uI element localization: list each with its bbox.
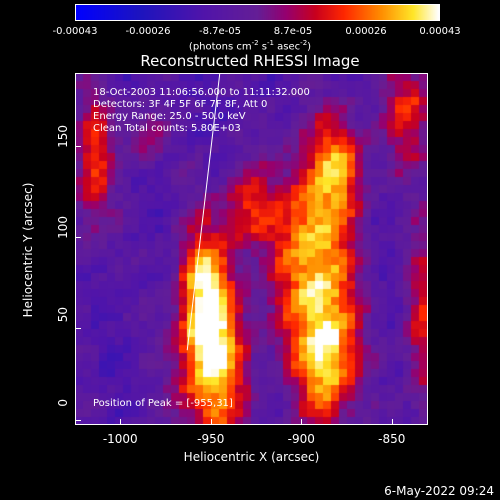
colorbar-tick: -0.00043 [52, 26, 98, 37]
colorbar [75, 4, 440, 21]
x-tick-label: -1000 [102, 432, 138, 446]
limb-line [186, 73, 221, 351]
time-range-label: 18-Oct-2003 11:06:56.000 to 11:11:32.000 [93, 87, 310, 98]
peak-position-label: Position of Peak = [-955,31] [93, 398, 233, 409]
chart-title: Reconstructed RHESSI Image [140, 52, 360, 70]
x-axis-label: Heliocentric X (arcsec) [183, 450, 320, 464]
y-tick-mark [75, 237, 81, 239]
colorbar-tick: 8.7e-05 [273, 26, 313, 37]
y-tick-label: 100 [56, 216, 70, 240]
footer-date: 6-May-2022 09:24 [384, 484, 494, 498]
x-tick-mark [120, 419, 122, 425]
colorbar-tick: -8.7e-05 [199, 26, 241, 37]
detectors-label: Detectors: 3F 4F 5F 6F 7F 8F, Att 0 [93, 99, 268, 110]
colorbar-tick: 0.00043 [419, 26, 461, 37]
colorbar-unit: (photons cm-2 s-1 asec-2) [188, 39, 312, 53]
heatmap-image [75, 73, 428, 425]
limb-line-overlay [186, 73, 221, 351]
y-tick-label: 0 [56, 398, 70, 407]
x-tick-mark [301, 419, 303, 425]
clean-counts-label: Clean Total counts: 5.80E+03 [93, 123, 241, 134]
y-tick-label: 50 [56, 307, 70, 323]
colorbar-tick: 0.00026 [345, 26, 387, 37]
x-tick-label: -950 [197, 432, 225, 446]
x-tick-mark [391, 419, 393, 425]
y-tick-mark [75, 145, 81, 147]
y-axis-label: Heliocentric Y (arcsec) [21, 182, 35, 318]
y-tick-mark [75, 419, 81, 421]
energy-range-label: Energy Range: 25.0 - 50.0 keV [93, 111, 246, 122]
y-tick-label: 150 [56, 124, 70, 148]
colorbar-tick: -0.00026 [125, 26, 171, 37]
x-tick-label: -850 [378, 432, 406, 446]
x-tick-label: -900 [287, 432, 315, 446]
y-tick-mark [75, 328, 81, 330]
x-tick-mark [210, 419, 212, 425]
